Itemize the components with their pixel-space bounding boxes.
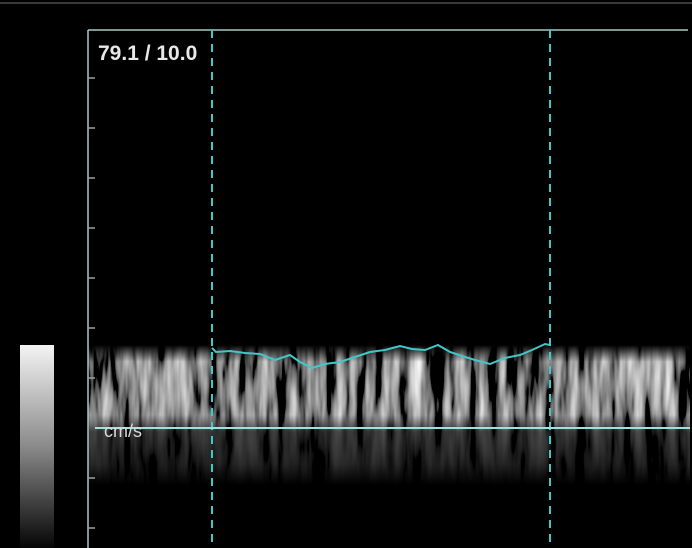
page: 79.1 / 10.0 cm/s (() => { const data = J…: [0, 0, 692, 548]
readout: 79.1 / 10.0: [98, 42, 197, 65]
unit-label: cm/s: [104, 421, 142, 441]
spectral-band: [88, 345, 690, 485]
speckle: [88, 345, 690, 485]
doppler-display: 79.1 / 10.0 cm/s: [0, 0, 692, 548]
gray-scale-bar: [20, 345, 54, 548]
